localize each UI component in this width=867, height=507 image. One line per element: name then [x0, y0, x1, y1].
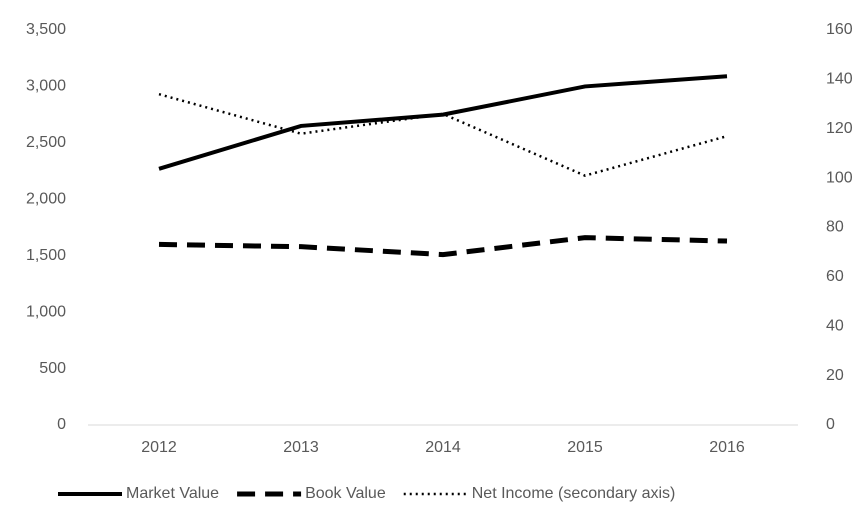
y-tick-label: 2,000: [26, 191, 66, 208]
y-tick-label: 0: [57, 416, 66, 433]
y-tick-label: 2,500: [26, 134, 66, 151]
x-tick-label: 2016: [709, 439, 745, 456]
y2-tick-label: 40: [826, 317, 844, 334]
series-line: [158, 235, 728, 258]
y2-tick-label: 20: [826, 367, 844, 384]
x-tick-label: 2013: [283, 439, 319, 456]
y2-tick-label: 140: [826, 71, 853, 88]
y-tick-label: 1,000: [26, 303, 66, 320]
y-tick-label: 3,000: [26, 78, 66, 95]
y2-tick-label: 160: [826, 21, 853, 38]
y2-tick-label: 100: [826, 169, 853, 186]
x-tick-label: 2014: [425, 439, 461, 456]
y-tick-label: 3,500: [26, 21, 66, 38]
legend-label: Net Income (secondary axis): [472, 485, 676, 502]
y2-tick-label: 60: [826, 268, 844, 285]
legend-label: Market Value: [126, 485, 219, 502]
x-tick-label: 2015: [567, 439, 603, 456]
y2-tick-label: 120: [826, 120, 853, 137]
y2-tick-label: 80: [826, 219, 844, 236]
y-tick-label: 1,500: [26, 247, 66, 264]
y-tick-label: 500: [39, 360, 66, 377]
series-line: [158, 92, 728, 177]
legend-label: Book Value: [305, 485, 386, 502]
y2-tick-label: 0: [826, 416, 835, 433]
series-line: [158, 74, 728, 171]
x-tick-label: 2012: [141, 439, 177, 456]
